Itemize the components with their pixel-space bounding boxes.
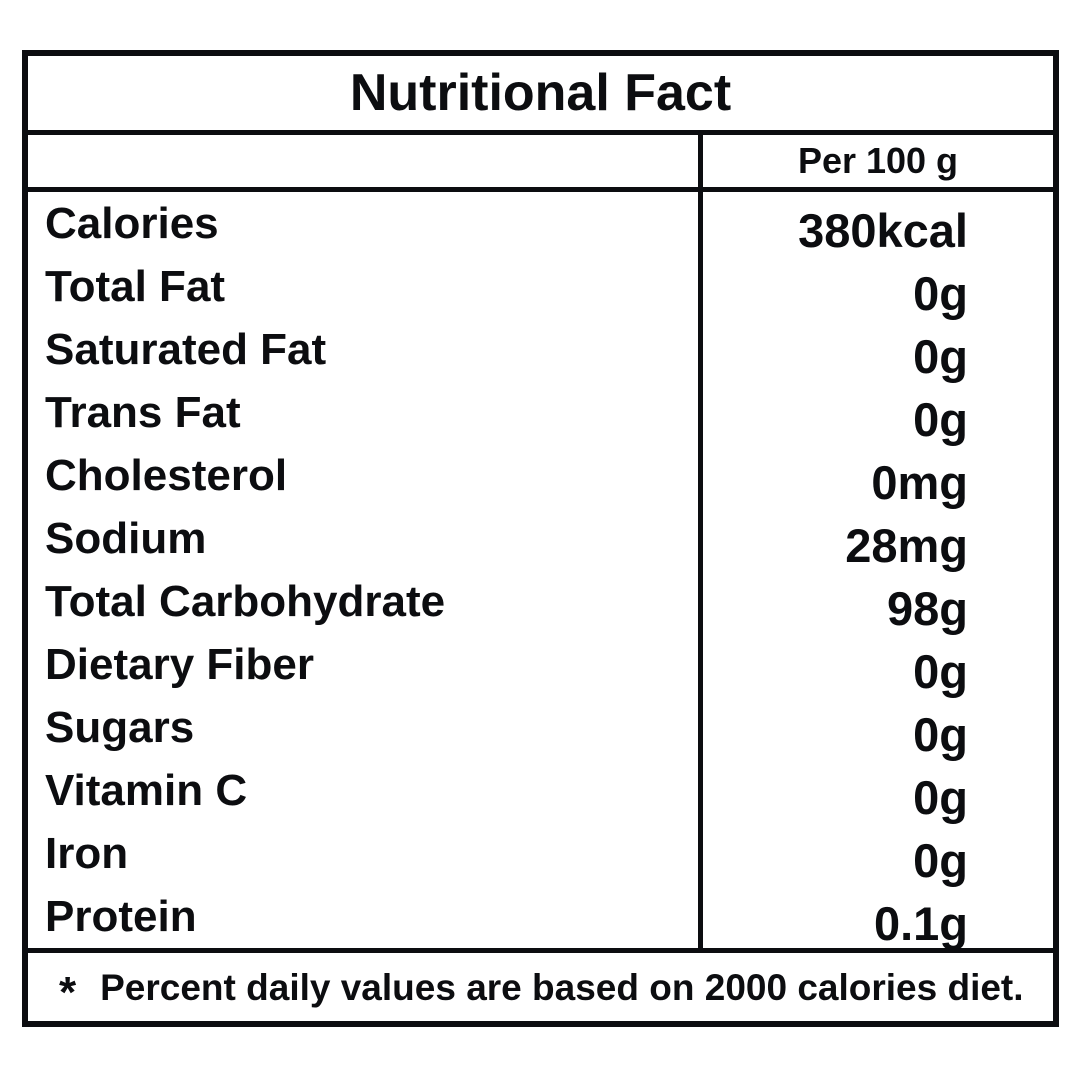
table-row-sodium: Sodium 28mg [28, 507, 1053, 570]
table-row-protein: Protein 0.1g [28, 885, 1053, 948]
table-row-sugars: Sugars 0g [28, 696, 1053, 759]
nutrient-value: 0g [913, 330, 968, 383]
nutrient-value: 0g [913, 708, 968, 761]
nutrient-value: 28mg [845, 519, 968, 572]
table-row-total-carbohydrate: Total Carbohydrate 98g [28, 570, 1053, 633]
table-row-iron: Iron 0g [28, 822, 1053, 885]
nutrient-label: Sugars [45, 702, 195, 752]
nutrient-label: Sodium [45, 513, 207, 563]
footnote-row: * Percent daily values are based on 2000… [28, 948, 1053, 1021]
nutrient-label: Saturated Fat [45, 324, 327, 374]
nutrient-label: Cholesterol [45, 450, 288, 500]
footnote-text: Percent daily values are based on 2000 c… [100, 966, 1024, 1008]
column-header-per-100g: Per 100 g [797, 140, 959, 181]
nutrient-label: Vitamin C [45, 765, 248, 815]
column-header-row: Per 100 g [28, 135, 1053, 192]
nutrient-label: Iron [45, 828, 129, 878]
nutrient-value: 98g [887, 582, 968, 635]
panel-title: Nutritional Fact [349, 64, 732, 122]
panel-title-row: Nutritional Fact [28, 56, 1053, 135]
table-row-saturated-fat: Saturated Fat 0g [28, 318, 1053, 381]
column-header-cell: Per 100 g [698, 135, 1053, 187]
table-row-total-fat: Total Fat 0g [28, 255, 1053, 318]
nutrient-label: Total Carbohydrate [45, 576, 446, 626]
nutrient-label: Total Fat [45, 261, 226, 311]
column-header-empty-cell [28, 135, 698, 187]
table-row-trans-fat: Trans Fat 0g [28, 381, 1053, 444]
nutrient-label: Calories [45, 198, 219, 248]
nutrient-value: 0mg [871, 456, 968, 509]
nutrition-facts-panel: Nutritional Fact Per 100 g Calories 380k… [22, 50, 1059, 1027]
nutrient-value: 0g [913, 393, 968, 446]
table-row-vitamin-c: Vitamin C 0g [28, 759, 1053, 822]
nutrient-value: 380kcal [798, 204, 968, 257]
nutrient-value: 0.1g [873, 897, 968, 950]
nutrient-label: Trans Fat [45, 387, 241, 437]
table-row-calories: Calories 380kcal [28, 192, 1053, 255]
nutrient-label: Dietary Fiber [45, 639, 314, 689]
table-row-cholesterol: Cholesterol 0mg [28, 444, 1053, 507]
nutrient-value: 0g [913, 834, 968, 887]
nutrient-value: 0g [913, 645, 968, 698]
nutrient-value: 0g [913, 267, 968, 320]
table-row-dietary-fiber: Dietary Fiber 0g [28, 633, 1053, 696]
footnote-asterisk: * [59, 968, 77, 1017]
nutrient-value: 0g [913, 771, 968, 824]
nutrient-label: Protein [45, 891, 197, 941]
nutrient-table-body: Calories 380kcal Total Fat 0g Saturated … [28, 192, 1053, 948]
